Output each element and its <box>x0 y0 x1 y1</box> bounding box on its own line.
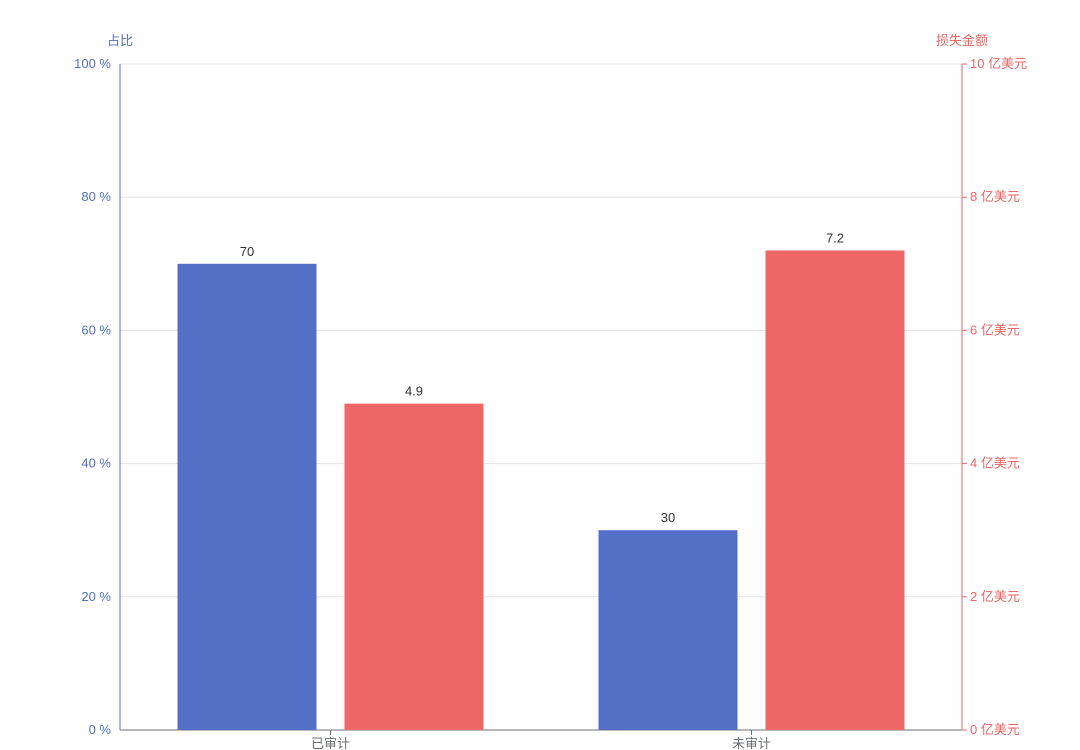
left-axis-title: 占比 <box>107 33 133 48</box>
right-axis-title: 损失金额 <box>936 33 988 48</box>
bar <box>344 403 484 730</box>
left-tick-label: 40 % <box>81 456 111 471</box>
bars <box>177 250 905 731</box>
x-tick-label: 已审计 <box>311 736 350 750</box>
left-axis-ticks: 0 % 20 % 40 % 60 % 80 % 100 % <box>74 56 111 737</box>
right-tick-label: 4 亿美元 <box>970 456 1020 471</box>
left-tick-label: 0 % <box>89 722 112 737</box>
right-tick-label: 10 亿美元 <box>970 56 1027 71</box>
bar-value-label: 4.9 <box>405 384 423 399</box>
bar-value-label: 7.2 <box>826 230 844 245</box>
right-tick-label: 8 亿美元 <box>970 189 1020 204</box>
data-labels: 70 4.9 30 7.2 <box>240 230 844 525</box>
left-tick-label: 60 % <box>81 322 111 337</box>
bar <box>598 530 738 730</box>
right-axis-ticks: 0 亿美元 2 亿美元 4 亿美元 6 亿美元 8 亿美元 10 亿美元 <box>962 56 1027 737</box>
bar-value-label: 70 <box>240 244 254 259</box>
right-tick-label: 0 亿美元 <box>970 722 1020 737</box>
bar-value-label: 30 <box>661 510 675 525</box>
x-tick-label: 未审计 <box>732 736 771 750</box>
left-tick-label: 20 % <box>81 589 111 604</box>
left-tick-label: 100 % <box>74 56 111 71</box>
bar <box>765 250 905 731</box>
bar <box>177 263 317 730</box>
right-tick-label: 2 亿美元 <box>970 589 1020 604</box>
x-axis-ticks: 已审计 未审计 <box>311 730 771 750</box>
right-tick-label: 6 亿美元 <box>970 322 1020 337</box>
left-tick-label: 80 % <box>81 189 111 204</box>
